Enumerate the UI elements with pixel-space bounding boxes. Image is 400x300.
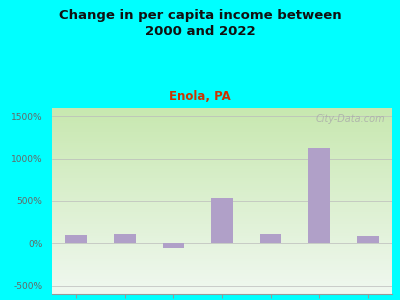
Bar [211,199,233,243]
Bar [114,234,136,243]
Text: Enola, PA: Enola, PA [169,90,231,103]
Text: Change in per capita income between
2000 and 2022: Change in per capita income between 2000… [59,9,341,38]
Bar [308,148,330,243]
Text: City-Data.com: City-Data.com [316,114,385,124]
Bar [260,234,282,243]
Bar [65,235,87,243]
Bar [357,236,379,243]
Bar [162,243,184,247]
